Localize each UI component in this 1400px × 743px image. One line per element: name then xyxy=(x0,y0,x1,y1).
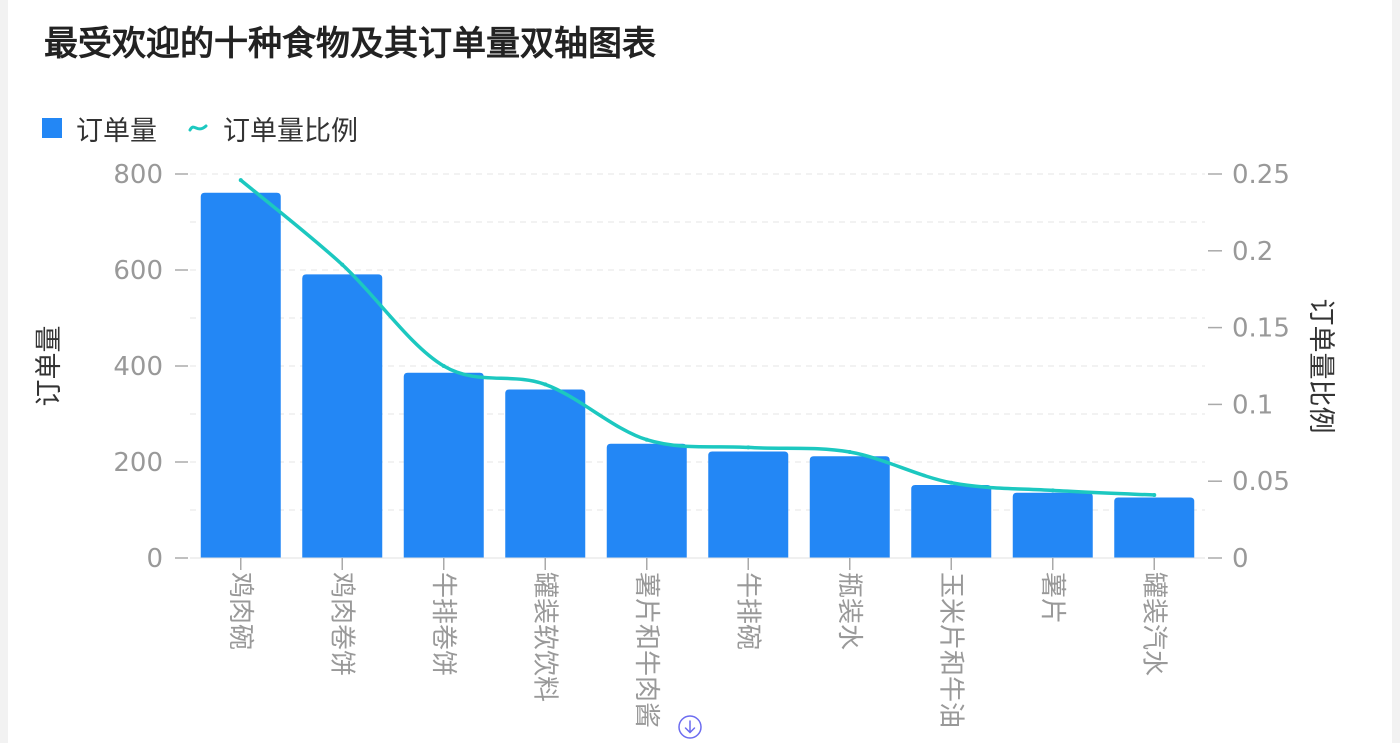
line-point xyxy=(1050,488,1055,493)
bar xyxy=(911,485,992,558)
y-axis-title: 订单量 xyxy=(34,326,65,407)
bar xyxy=(505,389,586,558)
x-tick-label: 罐装软饮料 xyxy=(529,572,559,702)
x-tick-label: 鸡肉卷饼 xyxy=(326,572,356,676)
y-right-tick-label: 0 xyxy=(1232,544,1249,574)
legend-bar-swatch xyxy=(42,118,62,138)
bar xyxy=(809,456,890,558)
y-tick-label: 800 xyxy=(113,160,163,190)
bar xyxy=(302,274,383,558)
legend-item-orders[interactable]: 订单量 xyxy=(42,109,157,148)
y-right-tick-label: 0.1 xyxy=(1232,390,1273,420)
y-right-tick-label: 0.05 xyxy=(1232,467,1290,497)
legend-line-swatch xyxy=(188,124,208,132)
x-tick-label: 薯片 xyxy=(1037,572,1067,624)
y-tick-label: 0 xyxy=(146,544,163,574)
line-point xyxy=(238,178,243,183)
y-tick-label: 400 xyxy=(113,352,163,382)
legend-item-ratio[interactable]: 订单量比例 xyxy=(187,109,358,148)
bar xyxy=(200,192,281,558)
line-point xyxy=(644,437,649,442)
bar xyxy=(606,443,687,558)
legend-label-orders: 订单量 xyxy=(76,115,157,147)
right-border-strip xyxy=(1392,0,1400,743)
chart-legend: 订单量 订单量比例 xyxy=(42,112,358,147)
line-point xyxy=(847,450,852,455)
x-tick-label: 瓶装水 xyxy=(834,572,864,650)
bar xyxy=(403,372,484,558)
y-right-axis-title: 订单量比例 xyxy=(1305,299,1336,434)
legend-label-ratio: 订单量比例 xyxy=(223,115,358,147)
series-line-ratio xyxy=(239,178,1156,497)
chart-title: 最受欢迎的十种食物及其订单量双轴图表 xyxy=(44,24,656,64)
line-point xyxy=(1152,493,1157,498)
bar xyxy=(708,451,789,558)
x-tick-label: 牛排卷饼 xyxy=(428,572,458,676)
y-right-tick-label: 0.15 xyxy=(1232,314,1290,344)
bar xyxy=(1114,497,1195,558)
x-tick-label: 鸡肉碗 xyxy=(225,572,255,650)
y-right-tick-label: 0.25 xyxy=(1232,160,1290,190)
line-point xyxy=(340,262,345,267)
x-tick-label: 玉米片和牛油 xyxy=(935,572,965,728)
x-tick-label: 罐装汽水 xyxy=(1138,572,1168,676)
line-point xyxy=(746,445,751,450)
y-tick-label: 200 xyxy=(113,448,163,478)
left-border-strip xyxy=(0,0,8,743)
x-tick-label: 牛排碗 xyxy=(732,572,762,650)
line-point xyxy=(543,382,548,387)
bar xyxy=(1012,492,1093,558)
line-point xyxy=(949,480,954,485)
download-icon[interactable] xyxy=(678,715,702,739)
y-right-tick-label: 0.2 xyxy=(1232,237,1273,267)
x-tick-label: 薯片和牛肉酱 xyxy=(631,572,661,728)
line-point xyxy=(441,364,446,368)
y-tick-label: 600 xyxy=(113,256,163,286)
